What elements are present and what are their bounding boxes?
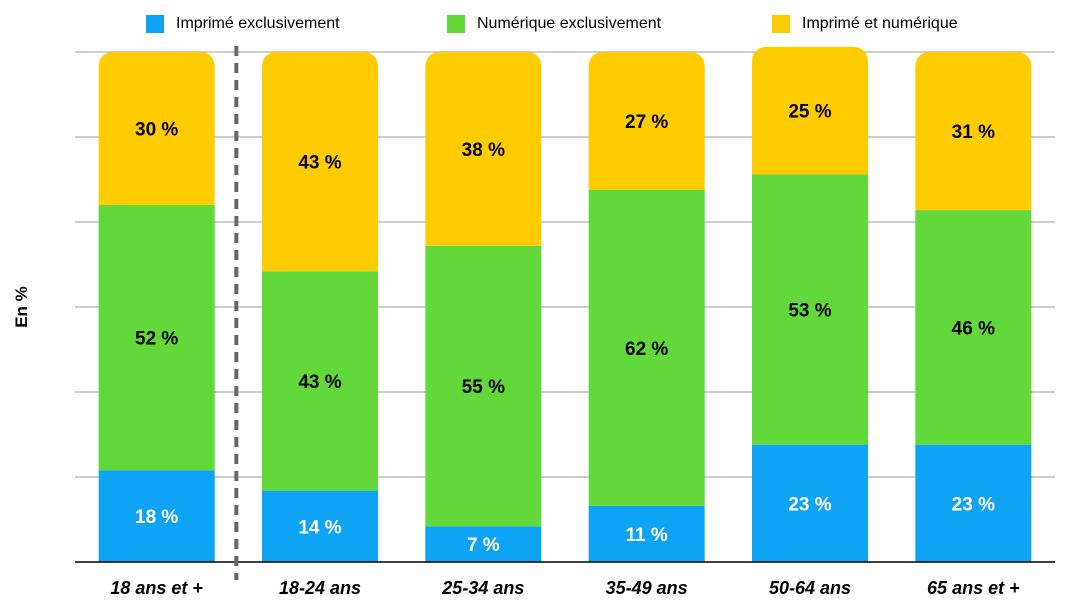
bar-segment	[262, 52, 378, 272]
bar-segment	[588, 189, 705, 506]
legend-swatch-imprime	[146, 15, 164, 33]
data-label: 23 %	[952, 494, 995, 515]
legend-item-imprime: Imprimé exclusivement	[146, 12, 340, 36]
x-tick-label: 50-64 ans	[769, 578, 851, 598]
data-label: 14 %	[298, 517, 341, 538]
bar-segment	[262, 490, 378, 562]
legend-item-imprime-numerique: Imprimé et numérique	[772, 12, 958, 36]
bar-segment	[425, 526, 542, 562]
bar-segment	[915, 52, 1032, 211]
legend-swatch-imprime-numerique	[772, 15, 790, 33]
y-axis-label: En %	[12, 286, 31, 328]
data-label: 53 %	[788, 301, 831, 322]
data-label: 55 %	[462, 377, 505, 398]
bar-segment	[98, 205, 215, 471]
bar-segment	[588, 505, 705, 562]
data-label: 11 %	[626, 525, 668, 546]
value-labels: 18 % 52 % 30 % 14 % 43 % 43 % 7 % 55 % 38 % 11 % 6…	[135, 102, 995, 557]
x-tick-label: 35-49 ans	[606, 578, 688, 598]
x-tick-label: 18 ans et +	[110, 578, 203, 598]
bar-segment	[262, 271, 378, 491]
bar-segment	[915, 444, 1032, 562]
legend-label-numerique: Numérique exclusivement	[477, 15, 662, 32]
bars	[98, 46, 1032, 562]
bar-segment	[98, 470, 215, 562]
data-label: 7 %	[467, 535, 500, 556]
bar-segment	[98, 52, 215, 205]
bar-segment	[425, 245, 542, 527]
legend-swatch-numerique	[447, 15, 465, 33]
data-label: 25 %	[788, 102, 831, 123]
legend-label-imprime: Imprimé exclusivement	[176, 15, 340, 32]
x-tick-label: 25-34 ans	[441, 578, 524, 598]
data-label: 18 %	[135, 507, 178, 528]
legend-item-numerique: Numérique exclusivement	[447, 12, 661, 36]
legend: Imprimé exclusivement Numérique exclusiv…	[0, 12, 1066, 36]
data-label: 31 %	[952, 122, 995, 143]
bar-segment	[588, 52, 705, 190]
x-tick-label: 65 ans et +	[927, 578, 1020, 598]
gridlines	[75, 51, 1055, 478]
data-label: 43 %	[298, 153, 341, 174]
legend-label-imprime-numerique: Imprimé et numérique	[802, 15, 958, 32]
data-label: 23 %	[788, 494, 831, 515]
data-label: 62 %	[625, 339, 668, 360]
bar-segment	[425, 52, 542, 246]
bar-segment	[752, 46, 868, 175]
bar-segment	[752, 444, 868, 562]
bar-segment	[752, 174, 868, 445]
data-label: 52 %	[135, 329, 178, 350]
data-label: 38 %	[462, 140, 505, 161]
data-label: 27 %	[625, 112, 668, 133]
data-label: 30 %	[135, 120, 178, 141]
bar-segment	[915, 210, 1032, 445]
x-axis	[75, 46, 1055, 580]
x-tick-label: 18-24 ans	[279, 578, 361, 598]
data-label: 43 %	[298, 372, 341, 393]
x-tick-labels: 18 ans et + 18-24 ans 25-34 ans 35-49 ans 50…	[110, 578, 1020, 598]
data-label: 46 %	[952, 318, 995, 339]
